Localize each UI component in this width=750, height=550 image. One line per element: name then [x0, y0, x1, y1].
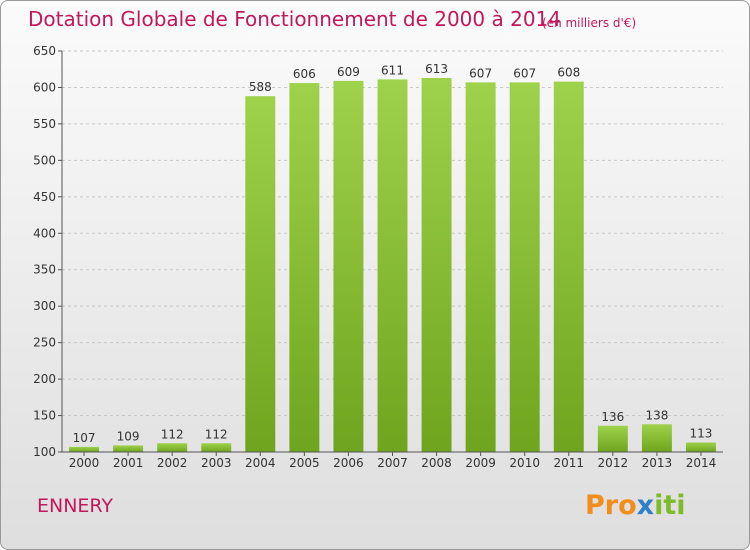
y-tick-label: 450 — [33, 190, 56, 204]
chart-unit: (en milliers d'€) — [542, 16, 637, 30]
x-tick-label: 2004 — [245, 456, 276, 470]
bar — [377, 79, 408, 453]
bar — [553, 81, 584, 452]
y-tick-label: 100 — [33, 445, 56, 459]
bar — [597, 425, 628, 452]
x-tick-label: 2014 — [686, 456, 717, 470]
bars — [69, 77, 716, 453]
y-tick-label: 550 — [33, 117, 56, 131]
y-tick-label: 150 — [33, 409, 56, 423]
logo-part: Pro — [585, 490, 637, 521]
x-tick-label: 2006 — [333, 456, 364, 470]
chart-title: Dotation Globale de Fonctionnement de 20… — [28, 7, 561, 31]
data-label: 606 — [293, 67, 316, 81]
x-tick-label: 2005 — [289, 456, 320, 470]
x-tick-label: 2013 — [642, 456, 673, 470]
x-tick-label: 2000 — [69, 456, 100, 470]
data-label: 588 — [249, 80, 272, 94]
y-tick-label: 200 — [33, 372, 56, 386]
data-label: 607 — [513, 66, 536, 80]
y-tick-label: 650 — [33, 44, 56, 58]
y-tick-label: 300 — [33, 299, 56, 313]
data-label: 611 — [381, 63, 404, 77]
data-label: 138 — [645, 408, 668, 422]
bar — [333, 80, 364, 452]
bar — [201, 443, 232, 452]
x-tick-label: 2002 — [157, 456, 188, 470]
data-label: 109 — [117, 429, 140, 443]
logo-part: x — [636, 490, 655, 521]
data-label: 607 — [469, 66, 492, 80]
x-tick-label: 2003 — [201, 456, 232, 470]
bar — [289, 83, 320, 452]
y-tick-label: 350 — [33, 263, 56, 277]
data-label: 136 — [601, 410, 624, 424]
y-tick-label: 400 — [33, 226, 56, 240]
data-labels: 107 109 112 112 588 606 609 611 613 607 607 608 136 1… — [73, 62, 713, 445]
bar — [157, 443, 188, 452]
data-label: 613 — [425, 62, 448, 76]
proxiti-logo: Proxiti — [585, 490, 686, 521]
bar — [641, 424, 672, 452]
bar — [465, 82, 496, 453]
y-tick-label: 250 — [33, 336, 56, 350]
logo-part: iti — [654, 490, 686, 521]
data-label: 608 — [557, 66, 580, 80]
axes: 100 150 200 250 300 350 400 450 500 550 600 650 2000… — [33, 44, 723, 470]
y-tick-label: 600 — [33, 80, 56, 94]
x-tick-label: 2008 — [421, 456, 452, 470]
bar — [245, 96, 276, 452]
bar — [69, 446, 100, 452]
data-label: 112 — [205, 427, 228, 441]
x-tick-label: 2011 — [553, 456, 584, 470]
bar — [509, 82, 540, 453]
x-tick-label: 2012 — [598, 456, 629, 470]
y-tick-label: 500 — [33, 153, 56, 167]
x-tick-label: 2009 — [465, 456, 496, 470]
commune-name: ENNERY — [37, 495, 114, 517]
data-label: 112 — [161, 427, 184, 441]
x-tick-label: 2001 — [113, 456, 144, 470]
bar — [685, 442, 716, 452]
x-tick-label: 2010 — [509, 456, 540, 470]
data-label: 107 — [73, 431, 96, 445]
bar — [421, 77, 452, 452]
data-label: 609 — [337, 65, 360, 79]
x-tick-label: 2007 — [377, 456, 408, 470]
data-label: 113 — [690, 427, 713, 441]
bar — [113, 445, 144, 452]
